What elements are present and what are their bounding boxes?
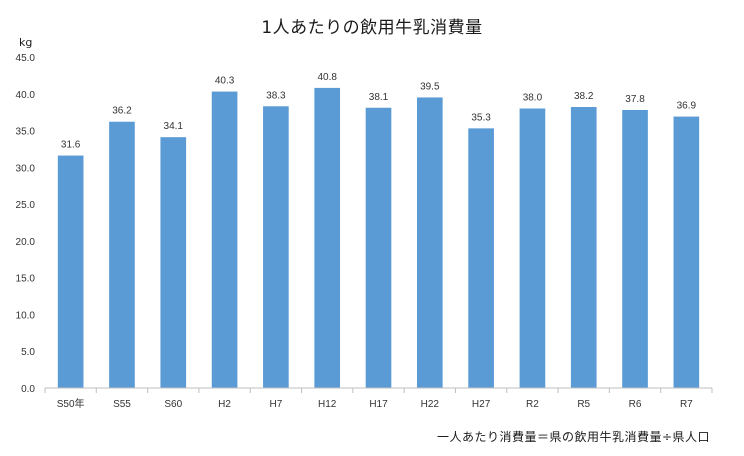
- data-label: 38.2: [574, 91, 594, 102]
- bar: [673, 116, 700, 388]
- bar: [365, 107, 392, 389]
- x-tick-label: S60: [164, 399, 182, 410]
- y-tick-label: 30.0: [16, 163, 36, 174]
- chart-title: 1人あたりの飲用牛乳消費量: [261, 18, 483, 38]
- x-tick-label: S55: [113, 399, 131, 410]
- y-axis-unit-label: kg: [19, 36, 33, 49]
- data-label: 38.1: [369, 92, 389, 103]
- x-tick-label: H17: [369, 399, 388, 410]
- x-tick-label: R6: [629, 399, 642, 410]
- y-tick-label: 20.0: [16, 237, 36, 248]
- data-label: 40.8: [317, 72, 337, 83]
- x-tick-label: S50年: [57, 397, 85, 410]
- x-tick-label: R5: [577, 399, 590, 410]
- data-label: 39.5: [420, 81, 440, 92]
- bar: [109, 121, 135, 389]
- data-label: 40.3: [215, 76, 235, 87]
- y-tick-label: 0.0: [21, 384, 35, 395]
- bar: [160, 137, 187, 388]
- data-label: 38.0: [523, 92, 543, 103]
- x-tick-label: R7: [680, 399, 693, 410]
- bar: [263, 106, 289, 388]
- x-tick-label: H7: [269, 399, 282, 410]
- data-label: 35.3: [471, 112, 491, 123]
- bar: [519, 108, 546, 388]
- y-tick-label: 45.0: [16, 53, 36, 64]
- bar: [622, 109, 648, 389]
- data-label: 31.6: [61, 140, 81, 151]
- bar: [314, 87, 341, 388]
- y-tick-label: 25.0: [16, 200, 36, 211]
- data-label: 38.3: [266, 90, 286, 101]
- y-tick-label: 5.0: [21, 347, 35, 358]
- y-tick-label: 40.0: [16, 90, 36, 101]
- bar: [211, 91, 238, 389]
- x-tick-label: R2: [526, 399, 539, 410]
- x-tick-label: H12: [318, 399, 337, 410]
- y-tick-label: 15.0: [16, 274, 36, 285]
- bar: [468, 128, 494, 389]
- bar: [570, 107, 597, 389]
- x-tick-label: H2: [218, 399, 231, 410]
- data-label: 34.1: [164, 121, 184, 132]
- x-tick-label: H22: [421, 399, 440, 410]
- x-tick-label: H27: [472, 399, 491, 410]
- bar: [416, 97, 443, 388]
- bar: [57, 155, 84, 388]
- y-tick-label: 10.0: [16, 310, 36, 321]
- data-label: 36.2: [112, 106, 132, 117]
- y-tick-label: 35.0: [16, 127, 36, 138]
- data-label: 37.8: [625, 94, 645, 105]
- chart-footnote: 一人あたり消費量＝県の飲用牛乳消費量÷県人口: [436, 430, 710, 444]
- data-label: 36.9: [677, 101, 697, 112]
